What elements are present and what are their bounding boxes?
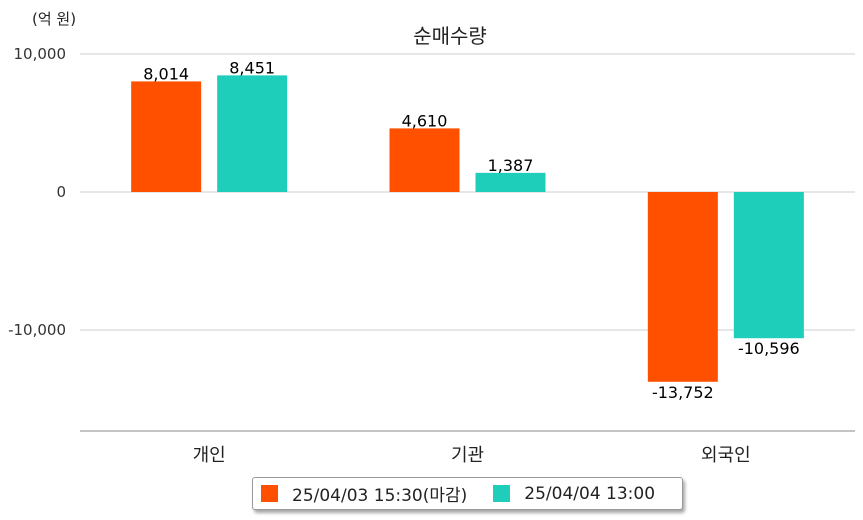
data-label: -10,596 [738, 339, 800, 358]
bar-2-3 [733, 192, 804, 339]
bar-2-1 [217, 75, 288, 192]
bar-1-2 [389, 128, 460, 192]
legend: 25/04/03 15:30(마감) 25/04/04 13:00 [252, 477, 683, 510]
x-category-label: 기관 [451, 445, 484, 466]
bar-1-1 [131, 81, 202, 192]
y-tick-label: 10,000 [14, 45, 67, 63]
data-label: 1,387 [488, 156, 534, 175]
data-label: 4,610 [402, 111, 448, 130]
legend-label-series-2: 25/04/04 13:00 [524, 483, 656, 504]
bar-2-2 [475, 172, 546, 192]
bar-chart: 10,000 0 -10,000 8,014 8,451 개인 4,610 1,387 기관 -1… [8, 45, 855, 466]
x-category-label: 개인 [193, 445, 226, 466]
y-tick-label: 0 [56, 183, 66, 201]
unit-label: (억 원) [32, 10, 77, 28]
legend-swatch-series-1 [261, 485, 278, 502]
data-label: -13,752 [652, 383, 714, 402]
data-label: 8,014 [143, 64, 189, 83]
legend-item-series-2[interactable]: 25/04/04 13:00 [493, 484, 655, 504]
bar-1-3 [647, 192, 718, 382]
y-tick-label: -10,000 [8, 321, 66, 339]
legend-item-series-1[interactable]: 25/04/03 15:30(마감) [261, 481, 467, 506]
x-category-label: 외국인 [701, 445, 751, 466]
chart-title: 순매수량 [413, 24, 487, 48]
legend-label-series-1: 25/04/03 15:30(마감) [292, 486, 468, 506]
legend-swatch-series-2 [493, 485, 511, 502]
data-label: 8,451 [229, 58, 275, 77]
